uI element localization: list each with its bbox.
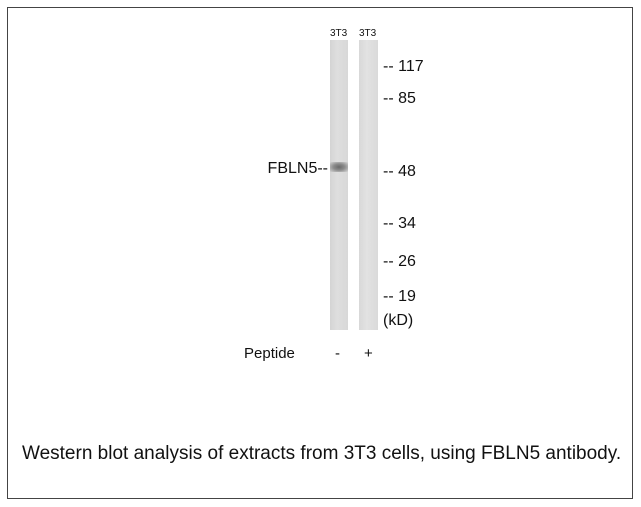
- blot-lane: [359, 40, 378, 330]
- marker-label: -- 48: [383, 164, 416, 180]
- marker-label: (kD): [383, 313, 413, 329]
- marker-label: -- 34: [383, 216, 416, 232]
- band-label: FBLN5--: [268, 161, 328, 177]
- lane-label: 3T3: [359, 29, 376, 39]
- page: {"blot": { "lanes": ["3T3", "3T3"], "ban…: [0, 0, 641, 507]
- peptide-sign: +: [364, 346, 373, 361]
- blot-lane: [330, 40, 348, 330]
- marker-label: -- 117: [383, 59, 424, 75]
- marker-label: -- 26: [383, 254, 416, 270]
- lane-label: 3T3: [330, 29, 347, 39]
- caption: Western blot analysis of extracts from 3…: [22, 438, 622, 470]
- peptide-sign: -: [335, 346, 340, 361]
- figure-frame: [7, 7, 633, 499]
- blot-band: [330, 162, 348, 172]
- marker-label: -- 85: [383, 91, 416, 107]
- marker-label: -- 19: [383, 289, 416, 305]
- peptide-label: Peptide: [244, 346, 295, 361]
